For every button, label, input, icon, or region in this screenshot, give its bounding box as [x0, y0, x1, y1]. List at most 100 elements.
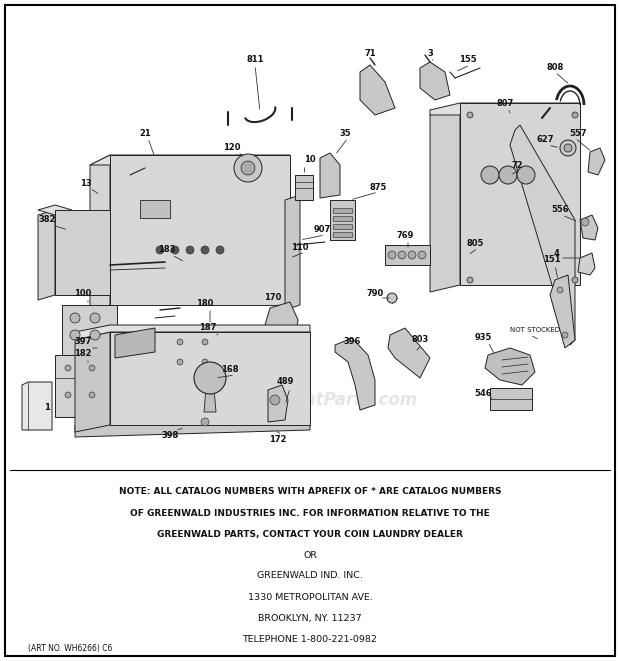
Polygon shape	[388, 328, 430, 378]
Text: 805: 805	[466, 239, 484, 247]
Circle shape	[201, 246, 209, 254]
Polygon shape	[110, 155, 290, 305]
Polygon shape	[430, 108, 460, 292]
Bar	[55, 355, 117, 417]
Polygon shape	[110, 332, 310, 425]
Text: 120: 120	[223, 143, 241, 151]
Text: 151: 151	[543, 256, 561, 264]
Polygon shape	[578, 253, 595, 275]
Text: 183: 183	[158, 245, 175, 254]
Circle shape	[70, 313, 80, 323]
Circle shape	[572, 112, 578, 118]
Polygon shape	[115, 328, 155, 358]
Text: 807: 807	[497, 98, 513, 108]
Bar	[295, 175, 313, 200]
Circle shape	[89, 365, 95, 371]
Circle shape	[564, 144, 572, 152]
Circle shape	[387, 293, 397, 303]
Bar	[490, 388, 532, 410]
Circle shape	[562, 332, 568, 338]
Text: 398: 398	[161, 430, 179, 440]
Circle shape	[90, 313, 100, 323]
Circle shape	[560, 140, 576, 156]
Circle shape	[171, 246, 179, 254]
Text: 1330 METROPOLITAN AVE.: 1330 METROPOLITAN AVE.	[247, 592, 373, 602]
Text: 4: 4	[554, 249, 560, 258]
Circle shape	[557, 287, 563, 293]
Polygon shape	[265, 302, 298, 345]
Text: 790: 790	[366, 288, 384, 297]
Polygon shape	[485, 348, 535, 385]
Polygon shape	[580, 215, 598, 240]
Text: 13: 13	[80, 178, 92, 188]
Text: GREENWALD IND. INC.: GREENWALD IND. INC.	[257, 572, 363, 580]
Text: NOTE: ALL CATALOG NUMBERS WITH APREFIX OF * ARE CATALOG NUMBERS: NOTE: ALL CATALOG NUMBERS WITH APREFIX O…	[119, 488, 501, 496]
Bar	[333, 208, 352, 213]
Circle shape	[581, 218, 589, 226]
Text: 875: 875	[370, 182, 387, 192]
Polygon shape	[90, 155, 290, 165]
Text: 72: 72	[511, 161, 523, 169]
Text: 21: 21	[139, 128, 151, 137]
Text: 935: 935	[474, 332, 492, 342]
Bar	[62, 305, 117, 355]
Circle shape	[572, 277, 578, 283]
Polygon shape	[75, 332, 110, 432]
Text: NOT STOCKED: NOT STOCKED	[510, 327, 560, 333]
Text: 187: 187	[199, 323, 216, 332]
Circle shape	[177, 339, 183, 345]
Circle shape	[517, 166, 535, 184]
Polygon shape	[38, 205, 72, 215]
Text: 110: 110	[291, 243, 309, 251]
Circle shape	[418, 251, 426, 259]
Text: (ART NO. WH6266) C6: (ART NO. WH6266) C6	[28, 644, 112, 652]
Polygon shape	[38, 210, 55, 300]
Polygon shape	[360, 65, 395, 115]
Circle shape	[89, 392, 95, 398]
Circle shape	[156, 246, 164, 254]
Polygon shape	[430, 103, 580, 115]
Bar	[333, 216, 352, 221]
Circle shape	[499, 166, 517, 184]
Text: 10: 10	[304, 155, 316, 165]
Bar	[55, 210, 110, 295]
Polygon shape	[320, 153, 340, 198]
Text: 808: 808	[546, 63, 564, 73]
Circle shape	[234, 154, 262, 182]
Circle shape	[177, 359, 183, 365]
Bar	[385, 245, 430, 265]
Polygon shape	[460, 103, 580, 285]
Circle shape	[467, 277, 473, 283]
Circle shape	[270, 395, 280, 405]
Circle shape	[90, 330, 100, 340]
Polygon shape	[285, 195, 300, 310]
Text: 172: 172	[269, 436, 286, 444]
Text: 100: 100	[74, 288, 92, 297]
Bar	[330, 200, 355, 240]
Text: 627: 627	[536, 136, 554, 145]
Polygon shape	[90, 155, 110, 315]
Circle shape	[467, 112, 473, 118]
Text: 180: 180	[197, 299, 214, 307]
Bar	[333, 224, 352, 229]
Circle shape	[70, 330, 80, 340]
Text: 168: 168	[221, 366, 239, 375]
Text: 35: 35	[339, 128, 351, 137]
Circle shape	[202, 359, 208, 365]
Text: ReplacementParts.com: ReplacementParts.com	[203, 391, 417, 409]
Text: 803: 803	[412, 336, 428, 344]
Text: OR: OR	[303, 551, 317, 559]
Text: 396: 396	[343, 338, 361, 346]
Polygon shape	[75, 325, 310, 340]
Bar	[333, 232, 352, 237]
Text: 155: 155	[459, 56, 477, 65]
Text: 546: 546	[474, 389, 492, 397]
Circle shape	[201, 418, 209, 426]
Text: 811: 811	[246, 56, 264, 65]
Circle shape	[408, 251, 416, 259]
Circle shape	[65, 365, 71, 371]
Text: 907: 907	[313, 225, 330, 235]
Text: 382: 382	[38, 215, 56, 225]
Bar	[170, 330, 215, 372]
Text: 556: 556	[551, 206, 569, 215]
